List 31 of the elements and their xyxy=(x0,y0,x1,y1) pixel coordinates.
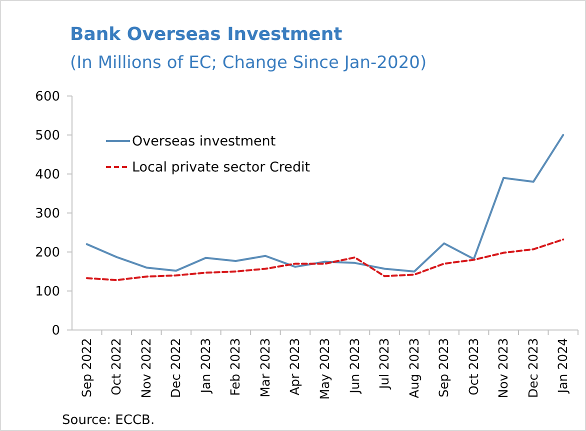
chart-subtitle: (In Millions of EC; Change Since Jan-2020) xyxy=(70,53,427,73)
x-tick-label: Dec 2023 xyxy=(525,338,540,398)
x-tick-label: Jun 2023 xyxy=(346,338,362,394)
x-tick-label: Nov 2022 xyxy=(138,338,154,398)
source-note: Source: ECCB. xyxy=(62,413,155,428)
y-tick-label: 300 xyxy=(35,206,60,222)
x-tick-label: Mar 2023 xyxy=(257,338,272,398)
y-tick-label: 0 xyxy=(52,324,60,339)
line-series xyxy=(86,238,564,282)
x-tick-label: Feb 2023 xyxy=(228,338,243,396)
x-tick-label: Aug 2023 xyxy=(406,338,422,398)
y-tick-label: 600 xyxy=(35,90,60,105)
x-tick-label: May 2023 xyxy=(317,338,332,400)
legend-label: Overseas investment xyxy=(132,134,276,150)
line-series xyxy=(86,134,564,272)
x-tick-label: Nov 2023 xyxy=(496,338,511,398)
x-tick-label: Sep 2022 xyxy=(78,338,94,398)
x-tick-label: Oct 2022 xyxy=(108,338,124,396)
y-tick-label: 100 xyxy=(35,284,60,300)
x-tick-label: Sep 2023 xyxy=(436,338,452,398)
x-tick-label: Jan 2024 xyxy=(555,338,570,394)
chart-title: Bank Overseas Investment xyxy=(70,24,343,45)
y-tick-label: 500 xyxy=(35,128,60,144)
x-tick-label: Apr 2023 xyxy=(287,338,302,396)
legend-label: Local private sector Credit xyxy=(132,160,310,176)
x-tick-label: Dec 2022 xyxy=(168,338,184,398)
x-tick-label: Jul 2023 xyxy=(376,338,392,390)
x-tick-label: Jan 2023 xyxy=(198,338,213,394)
y-tick-label: 200 xyxy=(35,246,60,261)
y-tick-label: 400 xyxy=(35,168,60,183)
x-tick-label: Oct 2023 xyxy=(466,338,481,396)
